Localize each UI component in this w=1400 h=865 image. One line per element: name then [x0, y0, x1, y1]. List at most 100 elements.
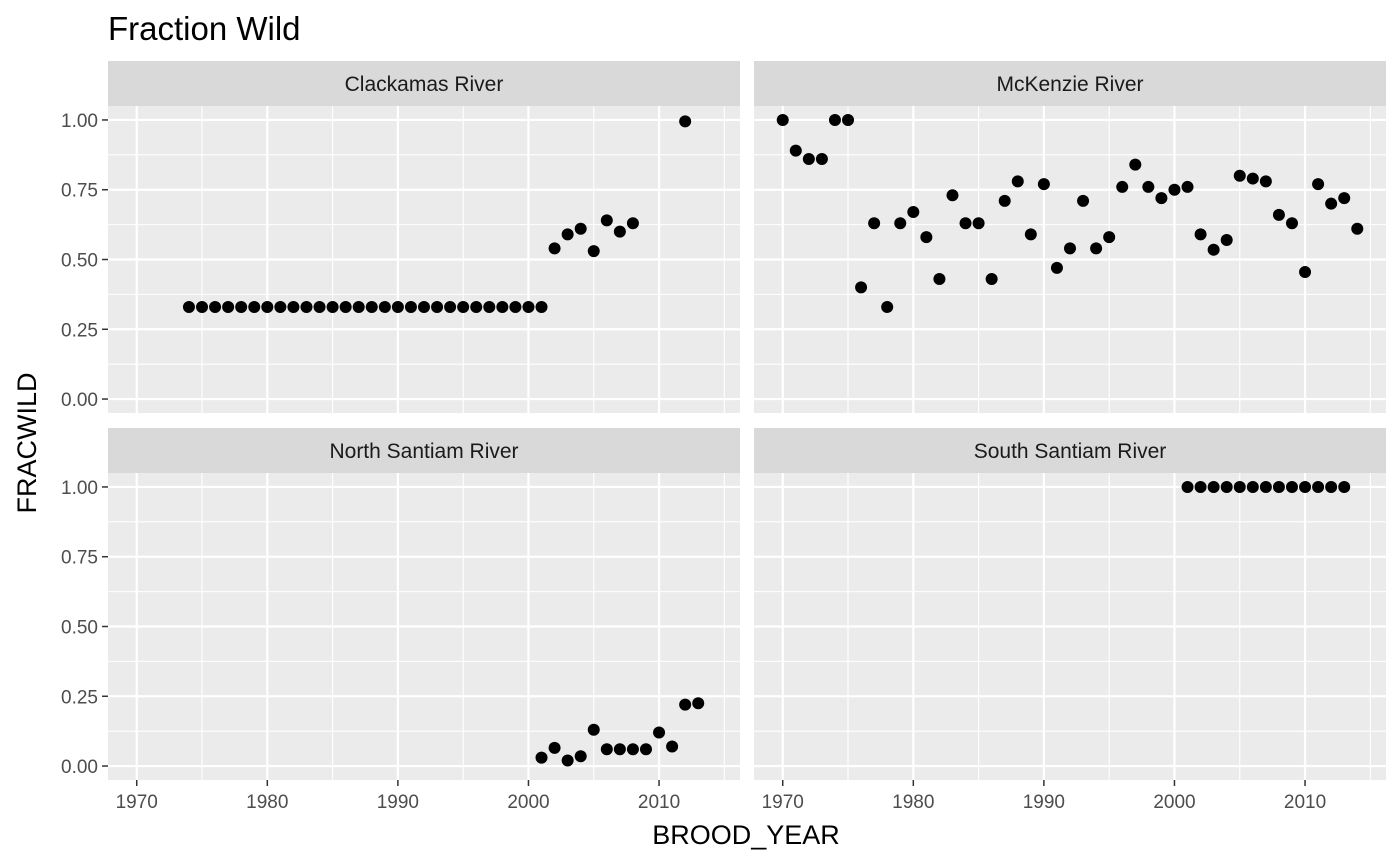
- data-point-mckenzie-river: [1194, 228, 1207, 241]
- data-point-mckenzie-river: [1259, 175, 1272, 188]
- data-point-mckenzie-river: [1077, 194, 1090, 207]
- data-point-mckenzie-river: [985, 273, 998, 286]
- data-point-clackamas-river: [300, 300, 313, 313]
- data-point-mckenzie-river: [1011, 175, 1024, 188]
- data-point-mckenzie-river: [1351, 222, 1364, 235]
- data-point-north-santiam-river: [653, 726, 666, 739]
- y-tick-label: 0.00: [61, 757, 98, 778]
- data-point-mckenzie-river: [933, 273, 946, 286]
- data-point-mckenzie-river: [828, 113, 841, 126]
- facet-strip-clackamas-river: [108, 61, 740, 106]
- facet-strip-north-santiam-river: [108, 428, 740, 473]
- data-point-clackamas-river: [470, 300, 483, 313]
- data-point-clackamas-river: [274, 300, 287, 313]
- x-tick-label: 1970: [762, 792, 804, 813]
- data-point-mckenzie-river: [1325, 197, 1338, 210]
- data-point-clackamas-river: [587, 245, 600, 258]
- data-point-south-santiam-river: [1220, 480, 1233, 493]
- x-tick-label: 2000: [1153, 792, 1195, 813]
- data-point-clackamas-river: [182, 300, 195, 313]
- data-point-clackamas-river: [391, 300, 404, 313]
- data-point-south-santiam-river: [1338, 480, 1351, 493]
- data-point-mckenzie-river: [1299, 266, 1312, 279]
- data-point-mckenzie-river: [894, 217, 907, 230]
- data-point-mckenzie-river: [972, 217, 985, 230]
- data-point-mckenzie-river: [1090, 242, 1103, 255]
- data-point-mckenzie-river: [1338, 192, 1351, 205]
- facet-mckenzie-river: McKenzie River: [754, 61, 1386, 413]
- facet-strip-south-santiam-river: [754, 428, 1386, 473]
- data-point-north-santiam-river: [600, 743, 613, 756]
- data-point-clackamas-river: [222, 300, 235, 313]
- data-point-mckenzie-river: [1142, 180, 1155, 193]
- data-point-mckenzie-river: [1207, 243, 1220, 256]
- x-tick-label: 1980: [246, 792, 288, 813]
- x-tick-label: 2010: [638, 792, 680, 813]
- data-point-south-santiam-river: [1272, 480, 1285, 493]
- data-point-clackamas-river: [574, 222, 587, 235]
- chart-title: Fraction Wild: [108, 10, 301, 47]
- data-point-clackamas-river: [209, 300, 222, 313]
- data-point-mckenzie-river: [907, 206, 920, 219]
- data-point-north-santiam-river: [574, 750, 587, 763]
- data-point-clackamas-river: [457, 300, 470, 313]
- data-point-clackamas-river: [313, 300, 326, 313]
- data-point-clackamas-river: [418, 300, 430, 313]
- facet-clackamas-river: Clackamas River 0.00 0.25 0.50 0.75 1.00: [61, 61, 740, 413]
- facet-label-south-santiam-river: South Santiam River: [974, 440, 1167, 463]
- data-point-mckenzie-river: [776, 113, 789, 126]
- data-point-clackamas-river: [196, 300, 209, 313]
- data-point-mckenzie-river: [1116, 180, 1129, 193]
- data-point-north-santiam-river: [587, 723, 600, 736]
- data-point-mckenzie-river: [1168, 183, 1181, 196]
- data-point-mckenzie-river: [881, 300, 894, 313]
- data-point-mckenzie-river: [946, 189, 959, 202]
- data-point-north-santiam-river: [561, 754, 574, 767]
- data-point-mckenzie-river: [920, 231, 933, 244]
- y-tick-label: 0.25: [61, 320, 98, 341]
- data-point-clackamas-river: [561, 228, 574, 241]
- x-tick-label: 1990: [377, 792, 419, 813]
- facet-north-santiam-river: North Santiam River 0.00 0.25 0.50 0.75 1.00 1…: [61, 428, 740, 813]
- data-point-mckenzie-river: [1246, 172, 1259, 185]
- facet-label-north-santiam-river: North Santiam River: [329, 440, 518, 463]
- data-point-south-santiam-river: [1312, 480, 1325, 493]
- data-point-south-santiam-river: [1207, 480, 1220, 493]
- data-point-clackamas-river: [613, 225, 626, 238]
- data-point-mckenzie-river: [1272, 208, 1285, 221]
- data-point-mckenzie-river: [789, 144, 802, 157]
- data-point-clackamas-river: [404, 300, 417, 313]
- x-tick-label: 2000: [507, 792, 549, 813]
- data-point-south-santiam-river: [1194, 480, 1207, 493]
- facet-panels: Clackamas River 0.00 0.25 0.50 0.75 1.00 McKen…: [61, 61, 1386, 813]
- data-point-clackamas-river: [509, 300, 522, 313]
- data-point-clackamas-river: [626, 217, 639, 230]
- facet-strip-mckenzie-river: [754, 61, 1386, 106]
- data-point-south-santiam-river: [1246, 480, 1259, 493]
- x-tick-label: 1990: [1023, 792, 1065, 813]
- data-point-mckenzie-river: [1220, 233, 1233, 246]
- data-point-clackamas-river: [431, 300, 444, 313]
- data-point-south-santiam-river: [1259, 480, 1272, 493]
- data-point-north-santiam-river: [639, 743, 652, 756]
- data-point-mckenzie-river: [998, 194, 1011, 207]
- data-point-mckenzie-river: [1103, 231, 1116, 244]
- data-point-clackamas-river: [352, 300, 365, 313]
- data-point-clackamas-river: [339, 300, 352, 313]
- x-tick-label: 1980: [892, 792, 934, 813]
- x-tick-label: 2010: [1284, 792, 1326, 813]
- data-point-mckenzie-river: [1285, 217, 1298, 230]
- data-point-mckenzie-river: [1181, 180, 1194, 193]
- data-point-south-santiam-river: [1325, 480, 1338, 493]
- data-point-clackamas-river: [548, 242, 561, 255]
- facet-label-mckenzie-river: McKenzie River: [996, 73, 1143, 96]
- data-point-mckenzie-river: [1050, 261, 1063, 274]
- data-point-clackamas-river: [287, 300, 300, 313]
- data-point-south-santiam-river: [1299, 480, 1312, 493]
- facet-south-santiam-river: South Santiam River 1970 1980 1990 2000 2010: [754, 428, 1386, 813]
- data-point-clackamas-river: [535, 300, 548, 313]
- y-axis-title: FRACWILD: [12, 373, 42, 514]
- data-point-clackamas-river: [378, 300, 391, 313]
- data-point-mckenzie-river: [1024, 228, 1037, 241]
